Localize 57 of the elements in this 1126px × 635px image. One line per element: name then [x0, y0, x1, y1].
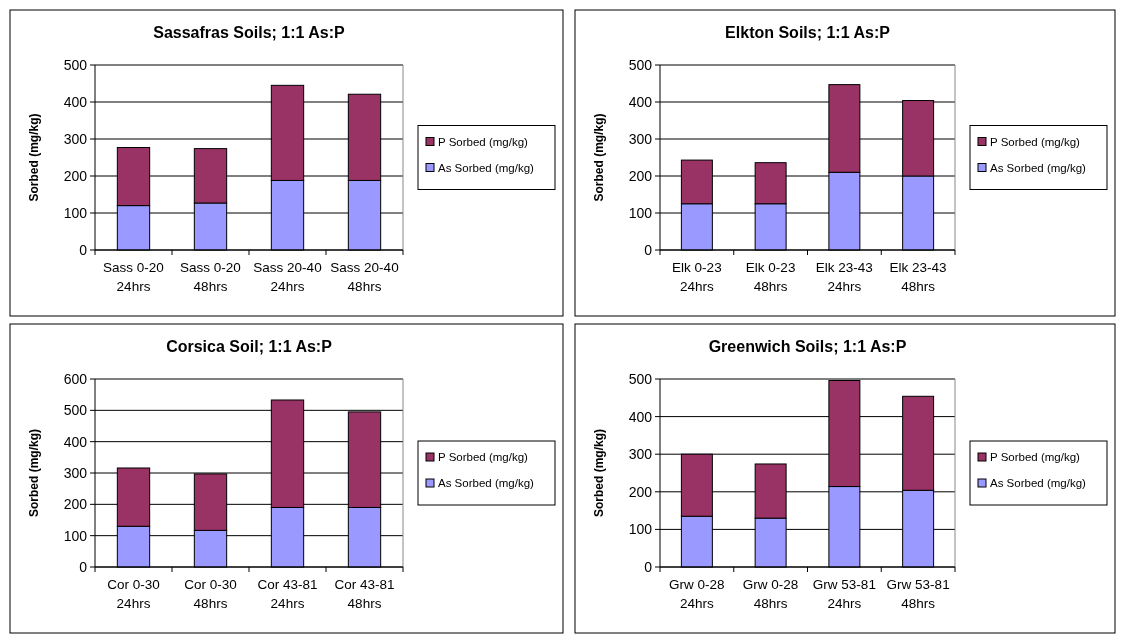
- y-tick-label: 500: [628, 370, 653, 387]
- x-tick-label: Cor 43-81 24hrs: [257, 577, 318, 611]
- y-tick-label: 100: [628, 521, 653, 538]
- x-tick-label: Grw 53-81 24hrs: [812, 577, 876, 611]
- chart-title: Sassafras Soils; 1:1 As:P: [153, 24, 346, 41]
- y-tick-label: 600: [63, 370, 88, 387]
- y-tick-label: 200: [628, 167, 653, 184]
- chart-title: Greenwich Soils; 1:1 As:P: [708, 338, 907, 355]
- y-tick-label: 300: [628, 130, 653, 147]
- legend-label: As Sorbed (mg/kg): [438, 161, 535, 174]
- y-tick-label: 0: [79, 241, 88, 258]
- y-tick-label: 500: [628, 56, 653, 73]
- y-axis-title: Sorbed (mg/kg): [592, 428, 606, 518]
- legend-label: As Sorbed (mg/kg): [438, 477, 535, 490]
- legend-label: As Sorbed (mg/kg): [990, 477, 1087, 490]
- y-axis-title: Sorbed (mg/kg): [27, 113, 41, 202]
- y-tick-label: 400: [63, 433, 88, 450]
- y-tick-label: 100: [628, 204, 653, 221]
- y-tick-label: 0: [644, 241, 653, 258]
- legend-label: P Sorbed (mg/kg): [438, 451, 529, 464]
- x-tick-label: Sass 20-40 24hrs: [253, 260, 322, 294]
- y-tick-label: 200: [63, 496, 88, 513]
- x-tick-label: Cor 43-81 48hrs: [334, 577, 395, 611]
- x-tick-label: Sass 0-20 24hrs: [103, 260, 164, 294]
- y-tick-label: 100: [63, 204, 88, 221]
- legend-label: P Sorbed (mg/kg): [990, 135, 1081, 148]
- x-tick-label: Elk 0-23 48hrs: [745, 260, 796, 294]
- y-tick-label: 300: [63, 464, 88, 481]
- x-tick-label: Sass 20-40 48hrs: [330, 260, 399, 294]
- y-tick-label: 0: [644, 558, 653, 575]
- y-tick-label: 200: [63, 167, 88, 184]
- y-tick-label: 100: [63, 527, 88, 544]
- legend-label: P Sorbed (mg/kg): [438, 135, 529, 148]
- y-tick-label: 500: [63, 56, 88, 73]
- x-tick-label: Grw 0-28 24hrs: [669, 577, 725, 611]
- y-axis-title: Sorbed (mg/kg): [592, 113, 606, 202]
- y-tick-label: 500: [63, 402, 88, 419]
- y-axis-title: Sorbed (mg/kg): [27, 428, 41, 518]
- chart-title: Elkton Soils; 1:1 As:P: [725, 24, 891, 41]
- y-tick-label: 400: [628, 408, 653, 425]
- y-tick-label: 0: [79, 558, 88, 575]
- legend-label: P Sorbed (mg/kg): [990, 451, 1081, 464]
- x-tick-label: Sass 0-20 48hrs: [180, 260, 241, 294]
- x-tick-label: Elk 0-23 24hrs: [672, 260, 722, 294]
- x-tick-label: Elk 23-43 48hrs: [889, 260, 947, 294]
- y-tick-label: 300: [63, 130, 88, 147]
- y-tick-label: 400: [628, 93, 653, 110]
- x-tick-label: Cor 0-30 24hrs: [107, 577, 160, 611]
- x-tick-label: Cor 0-30 48hrs: [184, 577, 237, 611]
- y-tick-label: 200: [628, 483, 653, 500]
- x-tick-label: Elk 23-43 24hrs: [815, 260, 873, 294]
- y-tick-label: 400: [63, 93, 88, 110]
- y-tick-label: 300: [628, 446, 653, 463]
- x-tick-label: Grw 0-28 48hrs: [742, 577, 799, 611]
- legend-label: As Sorbed (mg/kg): [990, 161, 1087, 174]
- x-tick-label: Grw 53-81 48hrs: [886, 577, 950, 611]
- chart-title: Corsica Soil; 1:1 As:P: [166, 338, 333, 355]
